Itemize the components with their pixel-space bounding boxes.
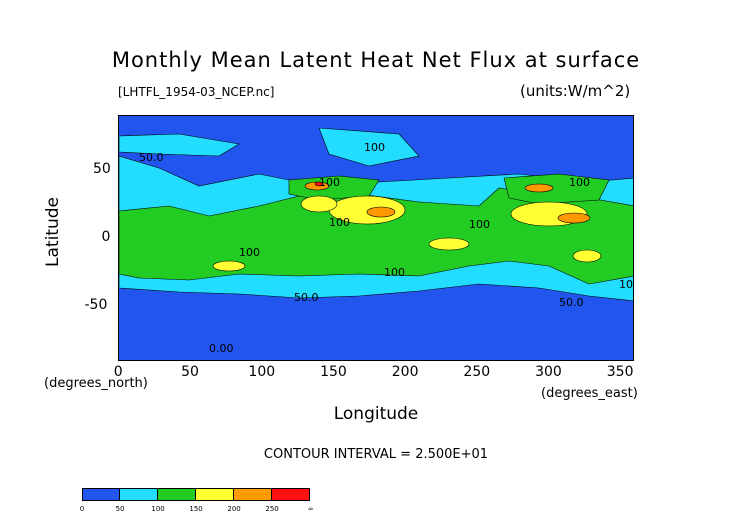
contour-label: 100: [329, 216, 350, 229]
contour-band-250-inf: [314, 181, 324, 187]
colorbar-swatch: [272, 488, 310, 501]
contour-label: 100: [469, 218, 490, 231]
contour-band-200-250: [524, 183, 554, 193]
contour-label: 100: [569, 176, 590, 189]
contour-band-50-100: [318, 127, 420, 167]
contour-band-150-200: [572, 249, 602, 263]
colorbar-swatch: [234, 488, 272, 501]
contour-label: 50.0: [294, 291, 319, 304]
colorbar-swatch: [120, 488, 158, 501]
contour-label: 100: [364, 141, 385, 154]
contour-label: 100: [384, 266, 405, 279]
x-tick-label: 150: [320, 364, 347, 380]
x-tick-label: 100: [248, 364, 276, 380]
chart-subtitle: [LHTFL_1954-03_NCEP.nc]: [118, 85, 275, 99]
x-tick-label: 0: [113, 364, 123, 380]
colorbar-tick-label: 200: [227, 505, 241, 513]
contour-interval-label: CONTOUR INTERVAL = 2.500E+01: [263, 447, 489, 462]
colorbar-tick-label: 250: [265, 505, 279, 513]
colorbar-swatch: [158, 488, 196, 501]
y-tick-label: 0: [101, 229, 111, 245]
x-tick-label: 50: [181, 364, 199, 380]
contour-band-200-250: [366, 206, 396, 218]
contour-label: 100: [619, 278, 634, 291]
contour-label: 50.0: [139, 151, 164, 164]
contour-band-150-200: [428, 237, 470, 251]
x-tick-label: 350: [606, 364, 634, 380]
contour-band-100-150: [503, 173, 610, 205]
colorbar-swatch: [196, 488, 234, 501]
y-tick-label: 50: [93, 160, 111, 177]
chart-title: Monthly Mean Latent Heat Net Flux at sur…: [111, 48, 641, 72]
contour-band-150-200: [212, 260, 246, 272]
contour-label: 0.00: [209, 342, 234, 355]
y-axis-label: Latitude: [43, 197, 63, 267]
x-tick-label: 250: [463, 364, 491, 380]
heatmap-field: 50.0 100 100 100 100 100 100 100 50.0 50.0 0.00 100: [119, 116, 634, 360]
contour-band-200-250: [557, 212, 591, 224]
colorbar-tick-label: 50: [115, 505, 125, 513]
colorbar-tick-label: 100: [151, 505, 165, 513]
contour-band-50-100: [119, 133, 240, 157]
x-axis-label: Longitude: [333, 404, 419, 424]
y-unit-label: (degrees_north): [44, 376, 148, 391]
x-tick-label: 300: [535, 364, 562, 380]
contour-band-150-200: [300, 195, 338, 213]
colorbar-tick-label: 150: [189, 505, 203, 513]
colorbar-tick-label: 0: [79, 505, 85, 513]
contour-label: 50.0: [559, 296, 584, 309]
x-tick-label: 200: [391, 364, 419, 380]
colorbar-swatch: [82, 488, 120, 501]
y-tick-label: -50: [84, 297, 108, 314]
colorbar-tick-label: ∞: [307, 505, 314, 513]
contour-label: 100: [319, 176, 340, 189]
contour-label: 100: [239, 246, 260, 259]
plot-area: 50.0 100 100 100 100 100 100 100 50.0 50.0 0.00 100: [118, 115, 634, 361]
x-unit-label: (degrees_east): [541, 386, 638, 401]
units-label: (units:W/m^2): [520, 82, 631, 100]
